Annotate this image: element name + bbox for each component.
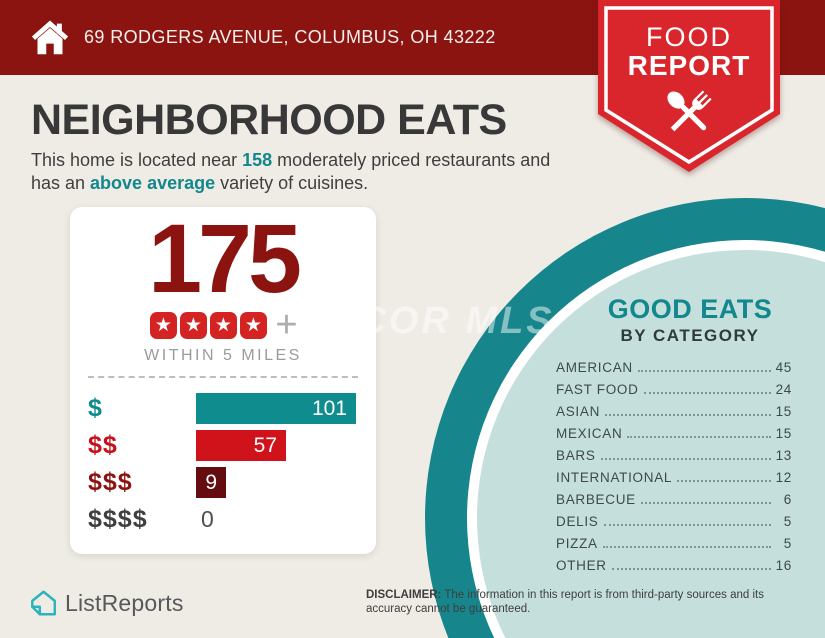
- bar-value: 9: [205, 470, 217, 494]
- category-value: 16: [775, 558, 792, 573]
- category-value: 24: [775, 382, 792, 397]
- good-eats-subtitle: BY CATEGORY: [620, 326, 760, 345]
- dotted-leader: [611, 568, 771, 570]
- dashed-divider: [88, 376, 358, 378]
- star-rating: ★ ★ ★ ★ +: [70, 304, 376, 346]
- category-row: BARBECUE 6: [556, 487, 792, 509]
- category-row: OTHER 16: [556, 553, 792, 575]
- category-list: AMERICAN 45 FAST FOOD 24 ASIAN 15 MEXICAN 15 BAR…: [556, 355, 792, 575]
- dotted-leader: [603, 524, 771, 526]
- bar-track: 57: [196, 430, 356, 461]
- property-address: 69 RODGERS AVENUE, COLUMBUS, OH 43222: [84, 27, 496, 47]
- price-tier-row: $$ 57: [88, 430, 356, 461]
- category-row: MEXICAN 15: [556, 421, 792, 443]
- dotted-leader: [602, 546, 771, 548]
- category-value: 15: [775, 404, 792, 419]
- category-value: 15: [775, 426, 792, 441]
- category-label: BARBECUE: [556, 492, 636, 507]
- ribbon-shape: [598, 0, 780, 172]
- dotted-leader: [643, 392, 771, 394]
- category-row: PIZZA 5: [556, 531, 792, 553]
- category-value: 5: [783, 536, 792, 551]
- page-title: NEIGHBORHOOD EATS: [31, 96, 507, 144]
- star-icon: ★: [179, 312, 207, 339]
- restaurant-score-card: 175 ★ ★ ★ ★ + WITHIN 5 MILES $101 $$ 57 $$$ 9 $$…: [70, 207, 376, 554]
- dotted-leader: [640, 502, 771, 504]
- category-value: 6: [783, 492, 792, 507]
- category-value: 45: [775, 360, 792, 375]
- dotted-leader: [605, 414, 771, 416]
- bar-track: 0: [196, 504, 356, 535]
- price-tier-label: $: [88, 394, 103, 422]
- ribbon-title-line1: FOOD: [646, 22, 732, 52]
- star-boxes: ★ ★ ★ ★: [148, 312, 268, 339]
- crossed-spoon-fork-icon: [667, 90, 712, 132]
- above-average-highlight: above average: [90, 173, 216, 193]
- category-label: MEXICAN: [556, 426, 623, 441]
- dotted-leader: [677, 480, 771, 482]
- good-eats-title: GOOD EATS: [607, 294, 773, 324]
- house-icon: [31, 20, 69, 54]
- radius-label: WITHIN 5 MILES: [144, 347, 302, 364]
- listreports-brand: ListReports: [28, 588, 184, 618]
- category-label: BARS: [556, 448, 596, 463]
- category-label: DELIS: [556, 514, 599, 529]
- disclaimer: DISCLAIMER: The information in this repo…: [366, 589, 764, 615]
- bar-fill: 9: [196, 467, 226, 498]
- subtitle-line2: has an above average variety of cuisines…: [31, 173, 369, 193]
- price-tier-label: $$$$: [88, 505, 148, 533]
- bar-value: 0: [201, 506, 214, 532]
- price-tier-bar-chart: $101 $$ 57 $$$ 9 $$$$ 0: [88, 393, 356, 541]
- category-row: FAST FOOD 24: [556, 377, 792, 399]
- star-icon: ★: [239, 312, 267, 339]
- plus-sign: +: [275, 304, 298, 346]
- category-value: 12: [775, 470, 792, 485]
- restaurant-count: 175: [148, 204, 302, 313]
- category-row: BARS 13: [556, 443, 792, 465]
- category-label: FAST FOOD: [556, 382, 639, 397]
- brand-name: ListReports: [65, 589, 184, 616]
- dotted-leader: [627, 436, 771, 438]
- bar-track: 101: [196, 393, 356, 424]
- bar-fill: 57: [196, 430, 286, 461]
- restaurant-count-highlight: 158: [242, 150, 273, 170]
- category-value: 5: [783, 514, 792, 529]
- category-row: DELIS 5: [556, 509, 792, 531]
- listreports-logo-icon: [31, 590, 57, 616]
- price-tier-row: $$$$ 0: [88, 504, 356, 535]
- star-icon: ★: [209, 312, 237, 339]
- price-tier-row: $$$ 9: [88, 467, 356, 498]
- category-row: ASIAN 15: [556, 399, 792, 421]
- bar-value: 101: [311, 396, 347, 420]
- disclaimer-label: DISCLAIMER:: [366, 589, 442, 601]
- dotted-leader: [637, 370, 771, 372]
- bar-value: 57: [253, 433, 277, 457]
- category-value: 13: [775, 448, 792, 463]
- page-subtitle: This home is located near 158 moderately…: [31, 149, 550, 195]
- ribbon-title-line2: REPORT: [627, 50, 751, 81]
- category-row: INTERNATIONAL 12: [556, 465, 792, 487]
- category-row: AMERICAN 45: [556, 355, 792, 377]
- subtitle-line1: This home is located near 158 moderately…: [31, 150, 551, 170]
- star-icon: ★: [149, 312, 177, 339]
- category-label: AMERICAN: [556, 360, 633, 375]
- price-tier-label: $$$: [88, 468, 133, 496]
- category-label: OTHER: [556, 558, 607, 573]
- category-label: PIZZA: [556, 536, 598, 551]
- price-tier-row: $101: [88, 393, 356, 424]
- bar-track: 9: [196, 467, 356, 498]
- bar-fill: 101: [196, 393, 356, 424]
- category-label: ASIAN: [556, 404, 601, 419]
- food-report-ribbon: FOOD REPORT: [598, 0, 780, 176]
- dotted-leader: [600, 458, 771, 460]
- category-label: INTERNATIONAL: [556, 470, 673, 485]
- price-tier-label: $$: [88, 431, 118, 459]
